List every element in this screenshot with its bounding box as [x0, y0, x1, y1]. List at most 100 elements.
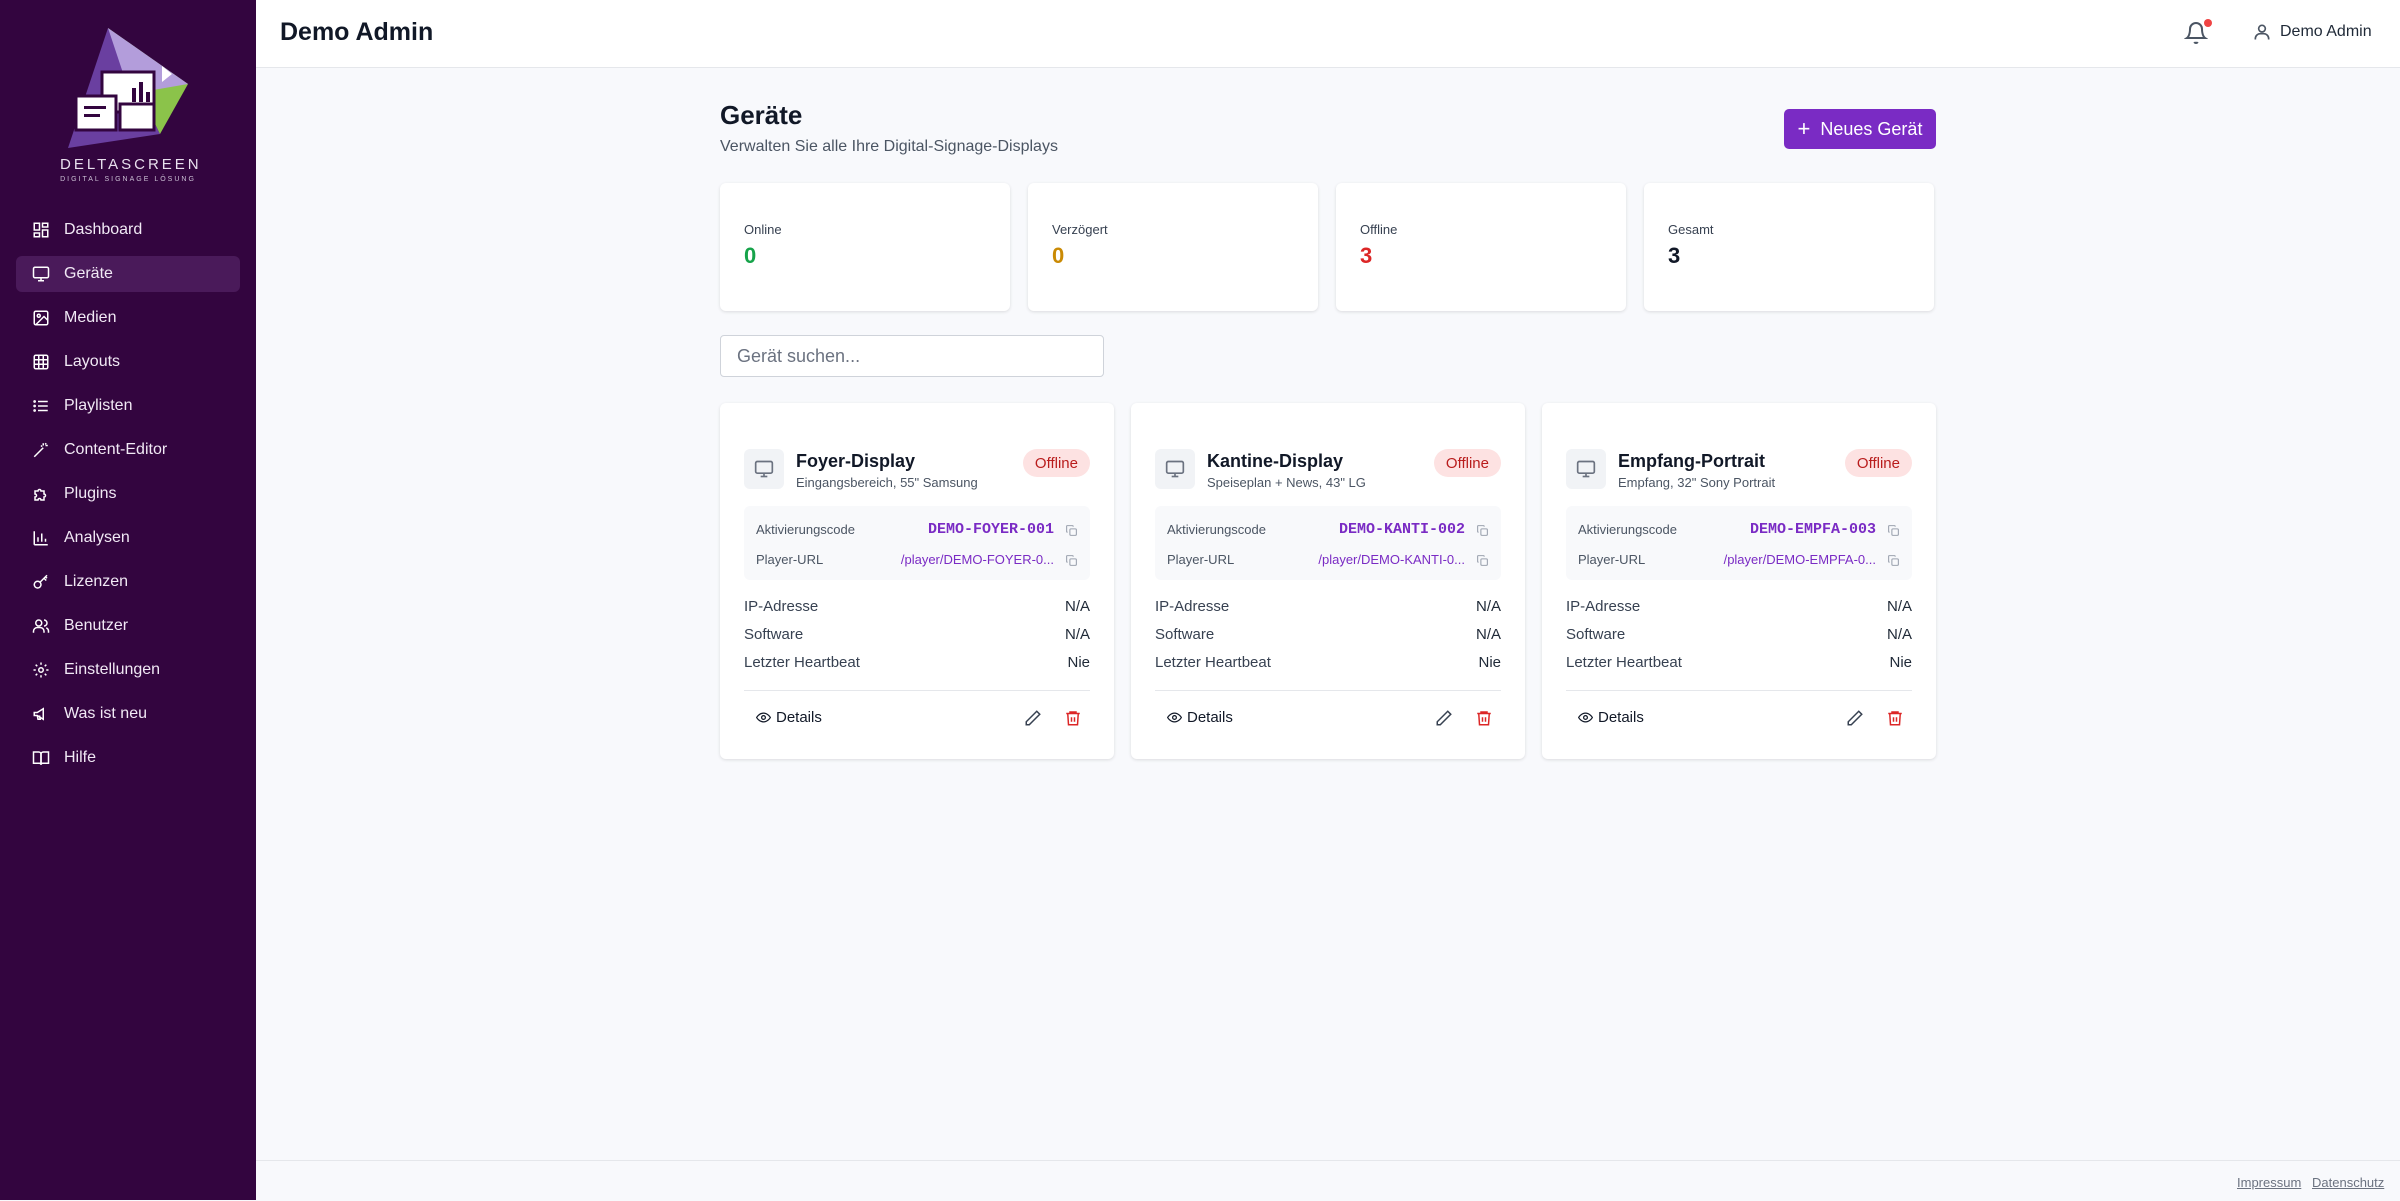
user-icon — [2254, 24, 2270, 40]
info-row-ip: IP-Adresse N/A — [1155, 598, 1501, 615]
details-button[interactable]: Details — [1167, 709, 1233, 726]
sidebar-item-geraete[interactable]: Geräte — [16, 256, 240, 292]
sidebar-item-label: Einstellungen — [64, 661, 161, 678]
player-url[interactable]: /player/DEMO-FOYER-0... — [900, 552, 1054, 567]
copy-icon[interactable] — [1476, 554, 1489, 567]
trash-icon[interactable] — [1886, 709, 1904, 727]
sidebar-item-label: Was ist neu — [64, 705, 147, 722]
device-icon-box — [1566, 449, 1606, 489]
copy-icon[interactable] — [1476, 524, 1489, 537]
sidebar-item-was-ist-neu[interactable]: Was ist neu — [16, 696, 240, 732]
sidebar-item-lizenzen[interactable]: Lizenzen — [16, 564, 240, 600]
status-badge: Offline — [1433, 449, 1501, 477]
device-name: Kantine-Display — [1207, 451, 1344, 471]
eye-icon — [1167, 712, 1182, 723]
device-description: Empfang, 32" Sony Portrait — [1618, 475, 1776, 490]
card-divider — [1566, 690, 1912, 691]
sidebar-item-dashboard[interactable]: Dashboard — [16, 212, 240, 248]
info-value: Nie — [1889, 654, 1912, 671]
puzzle-icon — [34, 488, 47, 501]
info-label: Software — [1566, 626, 1626, 643]
sidebar-item-medien[interactable]: Medien — [16, 300, 240, 336]
activation-code: DEMO-KANTI-002 — [1338, 521, 1465, 538]
sidebar-item-einstellungen[interactable]: Einstellungen — [16, 652, 240, 688]
magic-wand-icon — [33, 442, 48, 458]
sidebar-item-label: Plugins — [64, 485, 117, 502]
users-icon — [32, 619, 50, 633]
info-label: IP-Adresse — [744, 598, 819, 615]
device-card-empfang: Empfang-Portrait Empfang, 32" Sony Portr… — [1542, 403, 1936, 759]
device-search-input[interactable] — [720, 335, 1104, 377]
details-label: Details — [776, 709, 822, 726]
status-badge: Offline — [1844, 449, 1912, 477]
sidebar-item-content-editor[interactable]: Content-Editor — [16, 432, 240, 468]
info-value: N/A — [1886, 598, 1912, 615]
details-button[interactable]: Details — [756, 709, 822, 726]
eye-icon — [1578, 712, 1593, 723]
stat-card-total: Gesamt 3 — [1644, 183, 1934, 311]
details-button[interactable]: Details — [1578, 709, 1644, 726]
details-label: Details — [1187, 709, 1233, 726]
edit-icon[interactable] — [1024, 709, 1042, 727]
sidebar-item-plugins[interactable]: Plugins — [16, 476, 240, 512]
stat-value: 0 — [1052, 243, 1065, 268]
gear-icon — [33, 662, 49, 678]
edit-icon[interactable] — [1435, 709, 1453, 727]
url-label: Player-URL — [1578, 552, 1646, 567]
info-row-heartbeat: Letzter Heartbeat Nie — [744, 654, 1090, 671]
user-menu[interactable]: Demo Admin — [2252, 22, 2372, 42]
trash-icon[interactable] — [1064, 709, 1082, 727]
sidebar-nav: Dashboard Geräte Medien Layouts Playlist… — [16, 212, 240, 784]
info-value: N/A — [1475, 598, 1501, 615]
info-value: N/A — [1475, 626, 1501, 643]
info-value: N/A — [1064, 626, 1090, 643]
trash-icon[interactable] — [1475, 709, 1493, 727]
activation-box: Aktivierungscode DEMO-EMPFA-003 Player-U… — [1566, 506, 1912, 580]
info-label: Letzter Heartbeat — [1155, 654, 1271, 671]
bell-icon[interactable] — [2184, 21, 2208, 45]
info-value: N/A — [1064, 598, 1090, 615]
copy-icon[interactable] — [1065, 524, 1078, 537]
edit-icon[interactable] — [1846, 709, 1864, 727]
info-row-ip: IP-Adresse N/A — [744, 598, 1090, 615]
sidebar-item-layouts[interactable]: Layouts — [16, 344, 240, 380]
logo-wordmark: DELTASCREEN — [60, 156, 202, 173]
stat-value: 3 — [1360, 243, 1373, 268]
sidebar-item-label: Medien — [64, 309, 117, 326]
footer: Impressum Datenschutz — [256, 1160, 2400, 1201]
activation-code: DEMO-FOYER-001 — [927, 521, 1054, 538]
sidebar-item-benutzer[interactable]: Benutzer — [16, 608, 240, 644]
sidebar-item-analysen[interactable]: Analysen — [16, 520, 240, 556]
copy-icon[interactable] — [1065, 554, 1078, 567]
sidebar-item-label: Hilfe — [64, 749, 97, 766]
datenschutz-link[interactable]: Datenschutz — [2312, 1175, 2385, 1190]
code-label: Aktivierungscode — [1167, 522, 1266, 537]
info-row-software: Software N/A — [1566, 626, 1912, 643]
info-row-software: Software N/A — [744, 626, 1090, 643]
sidebar-item-hilfe[interactable]: Hilfe — [16, 740, 240, 776]
new-device-label: Neues Gerät — [1820, 118, 1923, 139]
card-divider — [744, 690, 1090, 691]
info-label: Letzter Heartbeat — [1566, 654, 1682, 671]
top-header: Demo Admin Demo Admin — [256, 0, 2400, 68]
copy-icon[interactable] — [1887, 524, 1900, 537]
info-label: IP-Adresse — [1566, 598, 1641, 615]
player-url[interactable]: /player/DEMO-KANTI-0... — [1318, 552, 1465, 567]
player-url[interactable]: /player/DEMO-EMPFA-0... — [1723, 552, 1876, 567]
sidebar-item-label: Lizenzen — [64, 573, 129, 590]
new-device-button[interactable]: + Neues Gerät — [1784, 109, 1936, 149]
sidebar: DELTASCREEN DIGITAL SIGNAGE LÖSUNG Dashb… — [0, 0, 256, 1200]
url-label: Player-URL — [1167, 552, 1235, 567]
device-icon-box — [1155, 449, 1195, 489]
sidebar-item-label: Dashboard — [64, 221, 143, 238]
info-row-heartbeat: Letzter Heartbeat Nie — [1566, 654, 1912, 671]
code-label: Aktivierungscode — [756, 522, 855, 537]
deltascreen-logo[interactable]: DELTASCREEN DIGITAL SIGNAGE LÖSUNG — [60, 24, 202, 188]
info-value: N/A — [1886, 626, 1912, 643]
device-card-kantine: Kantine-Display Speiseplan + News, 43" L… — [1131, 403, 1525, 759]
device-icon-box — [744, 449, 784, 489]
sidebar-item-playlisten[interactable]: Playlisten — [16, 388, 240, 424]
impressum-link[interactable]: Impressum — [2237, 1175, 2302, 1190]
copy-icon[interactable] — [1887, 554, 1900, 567]
info-label: Software — [744, 626, 804, 643]
